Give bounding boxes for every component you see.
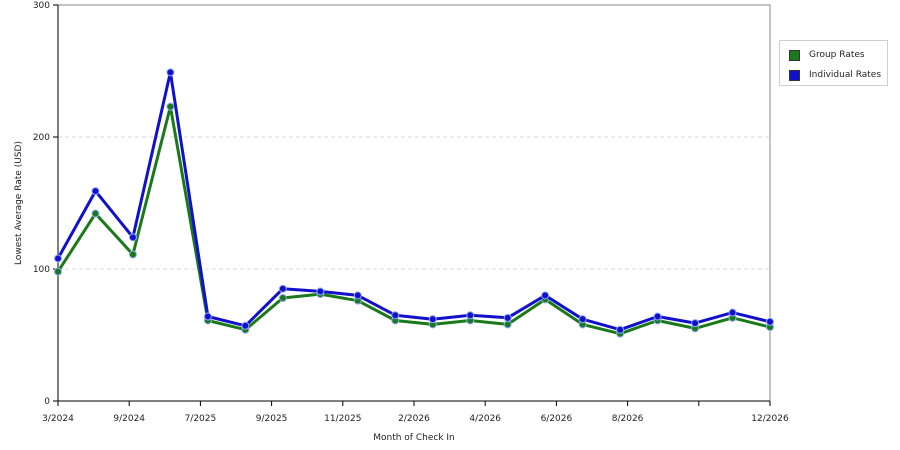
x-tick-label: 2/2026	[398, 414, 430, 424]
data-point	[278, 294, 287, 303]
x-tick-label: 12/2026	[751, 414, 789, 424]
legend-item-group-rates: Group Rates	[789, 48, 865, 62]
series-individual-rates	[54, 68, 774, 334]
data-point	[503, 320, 512, 329]
x-axis-title: Month of Check In	[373, 433, 455, 443]
data-point	[91, 209, 100, 218]
x-tick-label: 3/2024	[42, 414, 74, 424]
data-point	[466, 311, 475, 320]
y-tick-label: 200	[33, 133, 50, 143]
y-axis-ticks: 0 100 200 300	[33, 1, 58, 407]
data-point	[128, 250, 137, 259]
y-axis-title: Lowest Average Rate (USD)	[14, 141, 24, 265]
series-line	[56, 70, 771, 332]
data-point	[278, 284, 287, 293]
x-tick-label: 8/2026	[612, 414, 644, 424]
x-tick-label: 7/2025	[185, 414, 217, 424]
data-point	[691, 319, 700, 328]
y-tick-label: 0	[44, 397, 50, 407]
data-point	[353, 291, 362, 300]
legend-swatch-individual-rates	[789, 69, 800, 81]
data-point	[203, 312, 212, 321]
data-point	[91, 187, 100, 196]
series-group-rates	[54, 102, 774, 338]
x-tick-label: 9/2024	[113, 414, 145, 424]
data-point	[728, 308, 737, 317]
legend: Group Rates Individual Rates	[779, 40, 888, 86]
legend-label-individual-rates: Individual Rates	[809, 70, 882, 80]
data-point	[128, 233, 137, 242]
x-tick-label: 9/2025	[256, 414, 288, 424]
y-tick-label: 100	[33, 265, 50, 275]
data-point	[166, 102, 175, 111]
data-point	[503, 313, 512, 322]
data-point	[166, 68, 175, 77]
x-tick-label: 11/2025	[324, 414, 361, 424]
data-point	[316, 287, 325, 296]
data-point	[541, 291, 550, 300]
data-point	[428, 315, 437, 324]
y-tick-label: 300	[33, 1, 50, 11]
data-point	[578, 315, 587, 324]
data-point	[391, 311, 400, 320]
legend-label-group-rates: Group Rates	[809, 50, 865, 60]
series-layer	[54, 68, 774, 338]
x-tick-label: 4/2026	[469, 414, 501, 424]
series-line	[56, 105, 771, 336]
legend-item-individual-rates: Individual Rates	[789, 68, 881, 82]
legend-swatch-group-rates	[789, 49, 800, 61]
data-point	[766, 317, 774, 326]
data-point	[54, 267, 62, 276]
plot-area-frame	[57, 4, 771, 402]
data-point	[54, 254, 62, 263]
x-tick-label: 6/2026	[541, 414, 573, 424]
data-point	[616, 325, 625, 334]
data-point	[241, 321, 250, 330]
data-point	[653, 312, 662, 321]
x-axis-ticks: 3/2024 9/2024 7/2025 9/2025 11/2025 2/2026 4/2…	[42, 401, 789, 424]
grid-lines	[58, 136, 770, 270]
